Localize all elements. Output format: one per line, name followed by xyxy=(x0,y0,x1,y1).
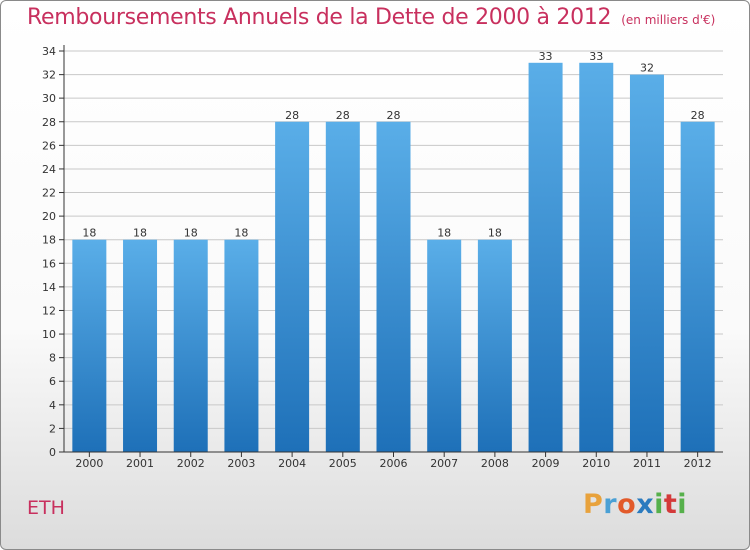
x-tick-label: 2000 xyxy=(75,457,103,470)
logo-letter: o xyxy=(617,489,637,520)
unit-note: (en milliers d'€) xyxy=(621,13,716,27)
bar-value-label: 18 xyxy=(133,227,147,240)
y-tick-label: 20 xyxy=(42,210,56,223)
x-tick-label: 2011 xyxy=(633,457,661,470)
bar-value-label: 33 xyxy=(539,50,553,63)
logo-letter: r xyxy=(603,489,618,520)
logo-letter: t xyxy=(663,489,678,520)
bar-layer: 18 18 18 18 28 28 28 18 18 33 33 32 28 xyxy=(72,50,715,453)
bar-value-label: 28 xyxy=(387,109,401,122)
logo-letter: P xyxy=(583,489,604,520)
y-tick-label: 28 xyxy=(42,116,56,129)
bar xyxy=(528,62,563,452)
bar xyxy=(325,121,360,452)
x-tick-label: 2008 xyxy=(481,457,509,470)
bar xyxy=(275,121,310,452)
proxiti-logo: Proxiti xyxy=(583,489,687,520)
bar-value-label: 18 xyxy=(437,227,451,240)
bar xyxy=(477,239,512,452)
x-tick-label: 2005 xyxy=(329,457,357,470)
y-tick-label: 26 xyxy=(42,139,56,152)
y-tick-label: 32 xyxy=(42,69,56,82)
bar-value-label: 28 xyxy=(285,109,299,122)
city-label: ETH xyxy=(27,497,65,519)
x-tick-label: 2009 xyxy=(532,457,560,470)
y-tick-label: 0 xyxy=(49,446,56,459)
y-tick-label: 2 xyxy=(49,422,56,435)
bar-value-label: 18 xyxy=(82,227,96,240)
bar-value-label: 18 xyxy=(234,227,248,240)
logo-letter: i xyxy=(654,489,664,520)
y-tick-label: 34 xyxy=(42,45,56,58)
x-tick-label: 2012 xyxy=(684,457,712,470)
x-tick-label: 2002 xyxy=(177,457,205,470)
chart-title: Remboursements Annuels de la Dette de 20… xyxy=(27,5,715,30)
bar xyxy=(629,74,664,453)
bar xyxy=(579,62,614,452)
logo-letter: i xyxy=(677,489,688,520)
x-tick-label: 2003 xyxy=(227,457,255,470)
x-tick-label: 2004 xyxy=(278,457,306,470)
bar xyxy=(680,121,715,452)
bar-value-label: 28 xyxy=(691,109,705,122)
y-tick-label: 16 xyxy=(42,257,56,270)
bar xyxy=(376,121,411,452)
y-tick-label: 14 xyxy=(42,281,56,294)
x-tick-label: 2007 xyxy=(430,457,458,470)
y-tick-label: 8 xyxy=(49,352,56,365)
y-tick-label: 6 xyxy=(49,375,56,388)
bar-value-label: 33 xyxy=(589,50,603,63)
logo-letter: x xyxy=(636,489,655,520)
bar-value-label: 32 xyxy=(640,62,654,75)
bar xyxy=(427,239,462,452)
y-tick-label: 24 xyxy=(42,163,56,176)
y-tick-label: 12 xyxy=(42,304,56,317)
bar xyxy=(123,239,158,452)
x-tick-label: 2010 xyxy=(582,457,610,470)
bar-value-label: 18 xyxy=(488,227,502,240)
x-tick-label: 2006 xyxy=(380,457,408,470)
chart-title-text: Remboursements Annuels de la Dette de 20… xyxy=(27,5,612,30)
y-tick-label: 10 xyxy=(42,328,56,341)
y-tick-label: 22 xyxy=(42,187,56,200)
bar xyxy=(224,239,259,452)
y-tick-label: 30 xyxy=(42,92,56,105)
y-tick-label: 18 xyxy=(42,234,56,247)
bar xyxy=(72,239,107,452)
bar-value-label: 28 xyxy=(336,109,350,122)
bar-value-label: 18 xyxy=(184,227,198,240)
bar xyxy=(173,239,208,452)
y-tick-label: 4 xyxy=(49,399,56,412)
x-tick-label: 2001 xyxy=(126,457,154,470)
